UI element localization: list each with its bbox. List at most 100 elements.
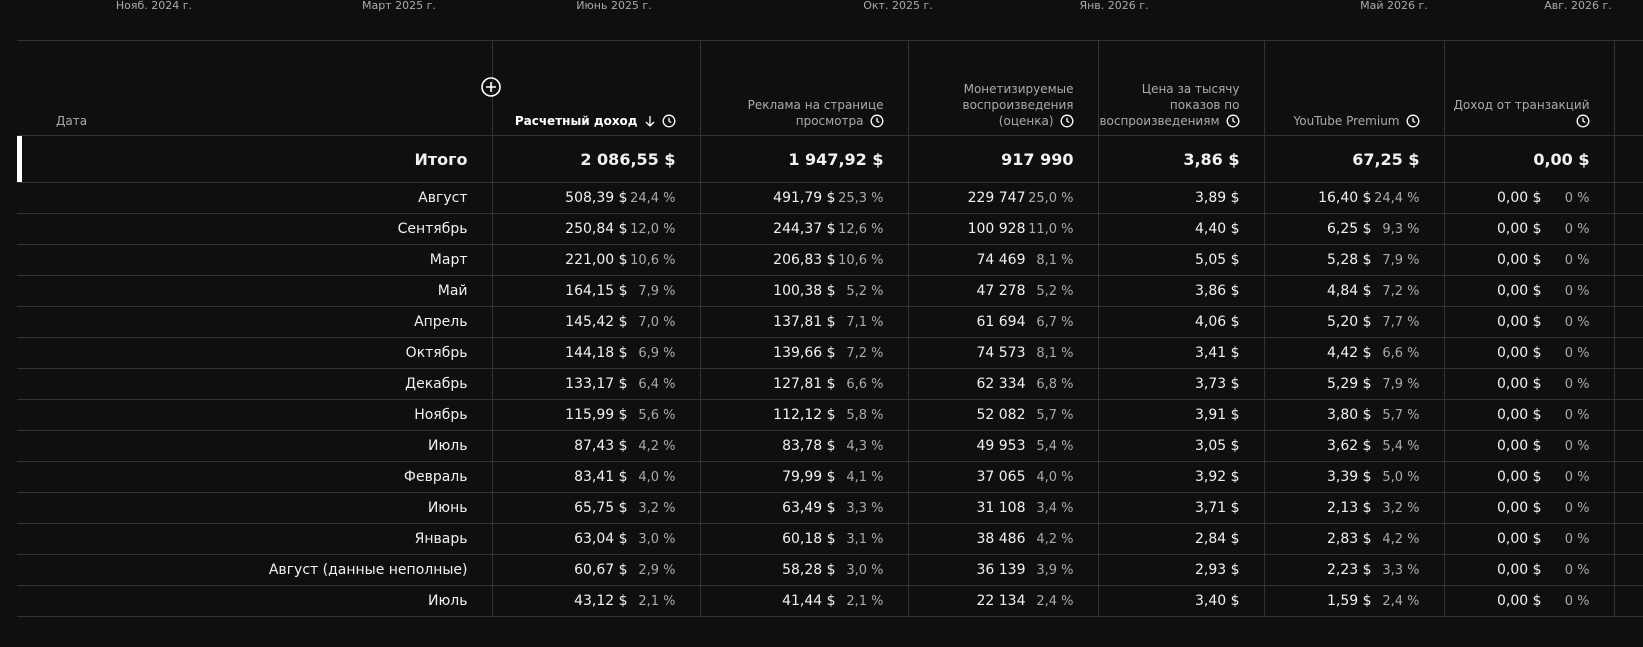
filler-cell bbox=[1613, 585, 1643, 617]
data-cell: 5,20 $ 7,7 % bbox=[1263, 306, 1444, 338]
clock-icon bbox=[1576, 114, 1589, 128]
cell-value: 100 928 bbox=[967, 221, 1026, 237]
cell-percent: 5,4 % bbox=[1036, 439, 1074, 454]
data-cell: 137,81 $ 7,1 % bbox=[699, 306, 908, 338]
column-header[interactable]: Цена за тысячу показов по воспроизведени… bbox=[1097, 40, 1264, 136]
data-cell: 244,37 $12,6 % bbox=[699, 213, 908, 245]
cell-value: 63,49 $ bbox=[782, 500, 836, 516]
add-column-button[interactable] bbox=[480, 76, 502, 98]
cell-percent: 2,1 % bbox=[846, 594, 884, 609]
cell-value: 5,20 $ bbox=[1326, 314, 1372, 330]
cell-value: 0,00 $ bbox=[1496, 500, 1542, 516]
data-cell: 3,92 $ bbox=[1097, 461, 1264, 493]
data-cell: 206,83 $10,6 % bbox=[699, 244, 908, 276]
row-label: Апрель bbox=[17, 306, 492, 338]
cell-percent: 7,0 % bbox=[638, 315, 676, 330]
column-header[interactable]: Расчетный доход bbox=[491, 40, 700, 136]
data-cell: 3,86 $ bbox=[1097, 275, 1264, 307]
data-cell: 0,00 $ 0 % bbox=[1443, 306, 1614, 338]
total-value: 917 990 bbox=[907, 135, 1098, 183]
cell-value: 206,83 $ bbox=[773, 252, 836, 268]
data-cell: 112,12 $ 5,8 % bbox=[699, 399, 908, 431]
filler-cell bbox=[1613, 399, 1643, 431]
filler-cell bbox=[1613, 461, 1643, 493]
data-cell: 4,40 $ bbox=[1097, 213, 1264, 245]
cell-percent: 3,2 % bbox=[1382, 501, 1420, 516]
cell-value: 0,00 $ bbox=[1496, 345, 1542, 361]
data-cell: 0,00 $ 0 % bbox=[1443, 275, 1614, 307]
data-cell: 41,44 $ 2,1 % bbox=[699, 585, 908, 617]
cell-value: 65,75 $ bbox=[574, 500, 628, 516]
filler-cell bbox=[1613, 523, 1643, 555]
header-text: Дата bbox=[56, 114, 88, 128]
data-cell: 100,38 $ 5,2 % bbox=[699, 275, 908, 307]
cell-percent: 0 % bbox=[1564, 470, 1590, 485]
cell-value: 0,00 $ bbox=[1496, 531, 1542, 547]
data-cell: 3,41 $ bbox=[1097, 337, 1264, 369]
data-cell: 0,00 $ 0 % bbox=[1443, 585, 1614, 617]
cell-percent: 5,2 % bbox=[1036, 284, 1074, 299]
cell-value: 52 082 bbox=[976, 407, 1026, 423]
data-cell: 60,18 $ 3,1 % bbox=[699, 523, 908, 555]
cell-percent: 6,4 % bbox=[638, 377, 676, 392]
cell-value: 83,78 $ bbox=[782, 438, 836, 454]
cell-percent: 24,4 % bbox=[630, 191, 676, 206]
row-label: Декабрь bbox=[17, 368, 492, 400]
data-cell: 3,91 $ bbox=[1097, 399, 1264, 431]
cell-percent: 12,6 % bbox=[838, 222, 884, 237]
filler-cell bbox=[1613, 135, 1643, 183]
filler-cell bbox=[1613, 554, 1643, 586]
data-cell: 100 928 11,0 % bbox=[907, 213, 1098, 245]
row-label: Май bbox=[17, 275, 492, 307]
data-cell: 4,42 $ 6,6 % bbox=[1263, 337, 1444, 369]
data-row: Апрель 145,42 $ 7,0 % 137,81 $ 7,1 % 61 694 6,… bbox=[17, 306, 1643, 338]
header-text: Монетизируемые воспроизведения (оценка) bbox=[962, 82, 1074, 128]
clock-icon bbox=[1226, 114, 1239, 128]
data-cell: 250,84 $12,0 % bbox=[491, 213, 700, 245]
column-header[interactable]: Доход от транзакций bbox=[1443, 40, 1614, 136]
cell-value: 2,84 $ bbox=[1194, 531, 1240, 547]
timeline-label: Март 2025 г. bbox=[362, 0, 436, 12]
data-cell: 5,29 $ 7,9 % bbox=[1263, 368, 1444, 400]
cell-value: 3,40 $ bbox=[1194, 593, 1240, 609]
cell-value: 3,05 $ bbox=[1194, 438, 1240, 454]
cell-percent: 4,2 % bbox=[1382, 532, 1420, 547]
column-header[interactable]: Реклама на странице просмотра bbox=[699, 40, 908, 136]
row-label: Октябрь bbox=[17, 337, 492, 369]
cell-value: 3,80 $ bbox=[1326, 407, 1372, 423]
cell-percent: 0 % bbox=[1564, 222, 1590, 237]
row-label: Февраль bbox=[17, 461, 492, 493]
column-header[interactable]: YouTube Premium bbox=[1263, 40, 1444, 136]
cell-percent: 11,0 % bbox=[1028, 222, 1074, 237]
row-label: Июль bbox=[17, 430, 492, 462]
filler-cell bbox=[1613, 368, 1643, 400]
cell-value: 0,00 $ bbox=[1496, 407, 1542, 423]
cell-percent: 0 % bbox=[1564, 284, 1590, 299]
cell-value: 2,93 $ bbox=[1194, 562, 1240, 578]
data-cell: 0,00 $ 0 % bbox=[1443, 430, 1614, 462]
cell-percent: 25,0 % bbox=[1028, 191, 1074, 206]
cell-percent: 5,7 % bbox=[1382, 408, 1420, 423]
cell-value: 63,04 $ bbox=[574, 531, 628, 547]
data-cell: 3,39 $ 5,0 % bbox=[1263, 461, 1444, 493]
data-cell: 63,04 $ 3,0 % bbox=[491, 523, 700, 555]
total-value: 1 947,92 $ bbox=[699, 135, 908, 183]
cell-percent: 0 % bbox=[1564, 253, 1590, 268]
column-header[interactable]: Монетизируемые воспроизведения (оценка) bbox=[907, 40, 1098, 136]
cell-value: 139,66 $ bbox=[773, 345, 836, 361]
cell-value: 4,40 $ bbox=[1194, 221, 1240, 237]
cell-value: 3,89 $ bbox=[1194, 190, 1240, 206]
data-cell: 3,73 $ bbox=[1097, 368, 1264, 400]
data-cell: 47 278 5,2 % bbox=[907, 275, 1098, 307]
header-filler bbox=[1613, 40, 1643, 136]
header-text: Цена за тысячу показов по воспроизведени… bbox=[1099, 82, 1240, 128]
timeline-label: Янв. 2026 г. bbox=[1079, 0, 1149, 12]
cell-value: 6,25 $ bbox=[1326, 221, 1372, 237]
cell-percent: 5,2 % bbox=[846, 284, 884, 299]
cell-percent: 25,3 % bbox=[838, 191, 884, 206]
data-cell: 5,28 $ 7,9 % bbox=[1263, 244, 1444, 276]
data-cell: 3,62 $ 5,4 % bbox=[1263, 430, 1444, 462]
cell-value: 244,37 $ bbox=[773, 221, 836, 237]
filler-cell bbox=[1613, 337, 1643, 369]
filler-cell bbox=[1613, 430, 1643, 462]
